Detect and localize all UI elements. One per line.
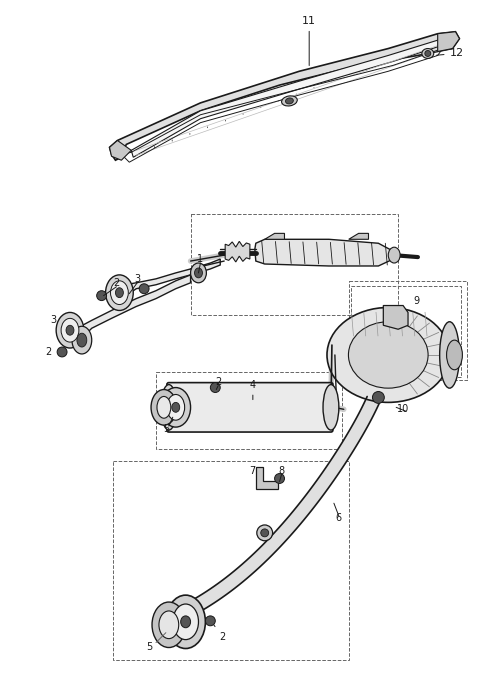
- Text: 4: 4: [250, 379, 256, 400]
- Text: 2: 2: [45, 347, 51, 357]
- Text: 5: 5: [146, 641, 152, 652]
- Ellipse shape: [275, 474, 285, 484]
- Ellipse shape: [172, 402, 180, 412]
- Ellipse shape: [56, 312, 84, 348]
- Ellipse shape: [446, 340, 462, 370]
- Ellipse shape: [110, 281, 128, 304]
- Ellipse shape: [257, 525, 273, 541]
- Ellipse shape: [139, 284, 149, 294]
- Bar: [113, 461, 349, 660]
- Polygon shape: [77, 275, 191, 338]
- Ellipse shape: [388, 247, 400, 263]
- Ellipse shape: [61, 318, 79, 342]
- Polygon shape: [256, 467, 277, 489]
- Bar: [349, 281, 468, 379]
- Text: 11: 11: [302, 16, 316, 66]
- Ellipse shape: [205, 616, 216, 626]
- Polygon shape: [225, 241, 250, 262]
- Ellipse shape: [106, 275, 133, 311]
- Polygon shape: [131, 38, 447, 158]
- Polygon shape: [109, 141, 131, 160]
- Text: 5: 5: [163, 424, 169, 434]
- Polygon shape: [264, 233, 285, 239]
- Text: 2: 2: [214, 625, 225, 642]
- Ellipse shape: [161, 388, 191, 427]
- Ellipse shape: [194, 268, 203, 278]
- Ellipse shape: [191, 263, 206, 283]
- Ellipse shape: [173, 604, 199, 640]
- Ellipse shape: [261, 529, 269, 537]
- Text: 8: 8: [278, 466, 285, 475]
- Ellipse shape: [159, 611, 179, 638]
- Text: 2: 2: [215, 377, 221, 386]
- Ellipse shape: [286, 98, 293, 104]
- Polygon shape: [438, 32, 459, 52]
- Ellipse shape: [151, 389, 177, 425]
- Ellipse shape: [425, 50, 431, 57]
- Bar: [191, 214, 398, 316]
- Bar: [351, 286, 461, 377]
- Ellipse shape: [72, 326, 92, 354]
- Ellipse shape: [116, 288, 123, 298]
- Polygon shape: [153, 396, 380, 633]
- Ellipse shape: [282, 96, 297, 106]
- Ellipse shape: [372, 391, 384, 403]
- Polygon shape: [120, 259, 220, 300]
- Polygon shape: [384, 305, 408, 329]
- Text: 3: 3: [50, 315, 56, 326]
- Ellipse shape: [57, 347, 67, 357]
- Polygon shape: [349, 233, 369, 239]
- Ellipse shape: [157, 396, 171, 418]
- Bar: [156, 372, 342, 449]
- Ellipse shape: [348, 322, 428, 388]
- FancyBboxPatch shape: [167, 383, 333, 432]
- Ellipse shape: [96, 290, 107, 300]
- Text: 2: 2: [113, 278, 120, 288]
- Ellipse shape: [66, 326, 74, 335]
- Ellipse shape: [77, 333, 87, 347]
- Text: 9: 9: [413, 295, 419, 306]
- Ellipse shape: [161, 384, 177, 430]
- Text: 3: 3: [134, 274, 140, 284]
- Ellipse shape: [422, 48, 434, 58]
- Text: 1: 1: [197, 254, 204, 264]
- Ellipse shape: [166, 595, 205, 648]
- Ellipse shape: [327, 307, 450, 402]
- Ellipse shape: [180, 616, 191, 628]
- Text: 10: 10: [397, 405, 409, 414]
- Text: 7: 7: [249, 466, 255, 475]
- Ellipse shape: [323, 384, 339, 430]
- Text: 12: 12: [436, 48, 464, 59]
- Ellipse shape: [440, 322, 459, 388]
- Ellipse shape: [210, 383, 220, 393]
- Polygon shape: [255, 239, 393, 266]
- Ellipse shape: [167, 395, 185, 420]
- Ellipse shape: [152, 602, 186, 648]
- Text: 6: 6: [336, 513, 342, 523]
- Polygon shape: [109, 32, 459, 160]
